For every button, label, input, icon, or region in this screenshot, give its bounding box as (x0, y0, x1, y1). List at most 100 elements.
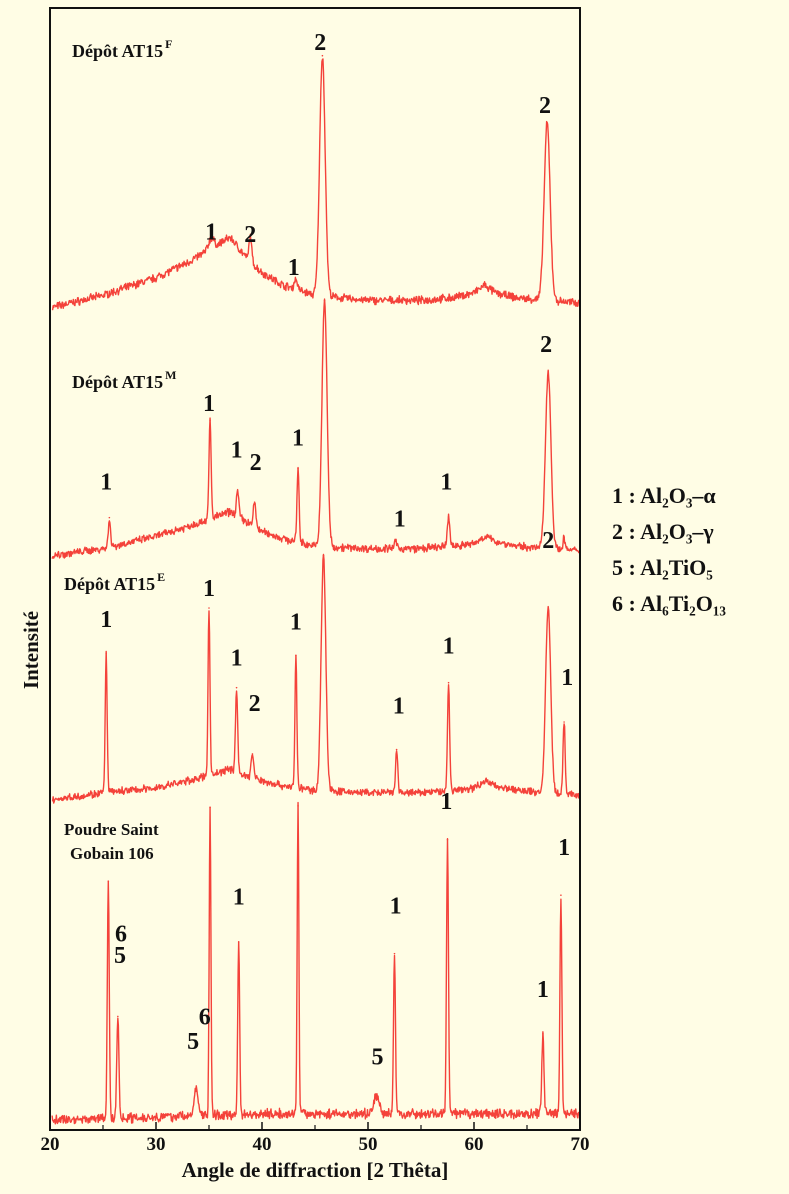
peak-label-s2-8: 2 (540, 332, 552, 358)
peak-label-s4-10: 1 (558, 835, 570, 861)
peak-label-s2-5: 1 (292, 425, 304, 451)
x-tick-label-60: 60 (465, 1134, 484, 1155)
peak-label-s1-5: 2 (539, 93, 551, 119)
series-title-main-3: Dépôt AT15 (64, 574, 155, 594)
peak-point-s4-4 (209, 806, 211, 809)
peak-point-s2-6 (323, 299, 326, 302)
peak-point-s3-2 (208, 607, 210, 609)
x-tick-label-70: 70 (571, 1134, 590, 1155)
peak-label-s4-2: 5 (114, 943, 126, 969)
series-title-1: Dépôt AT15 F (72, 37, 173, 61)
series-trace-2 (51, 298, 580, 559)
peak-point-s2-7 (394, 540, 397, 543)
peak-point-s2-2 (209, 419, 211, 422)
x-tick-label-20: 20 (41, 1134, 60, 1155)
peak-label-s1-4: 2 (314, 30, 326, 56)
peak-point-s3-7 (395, 748, 398, 751)
legend-key: 5 : (612, 555, 640, 580)
peak-point-s4-1 (107, 880, 110, 882)
peak-label-s4-8: 1 (440, 789, 452, 815)
peak-point-s3-5 (295, 654, 297, 657)
series-title-sup-1: F (165, 37, 172, 51)
peak-label-s3-5: 1 (290, 610, 302, 636)
series-title-sup-3: E (157, 570, 165, 584)
x-tick-label-40: 40 (253, 1134, 272, 1155)
series-title-2: Dépôt AT15 M (72, 368, 177, 392)
legend-formula: Al₂O₃–α (640, 483, 716, 508)
peak-point-s1-4 (321, 54, 324, 57)
legend-key: 2 : (612, 519, 640, 544)
trace-group (51, 54, 580, 1125)
peak-label-s2-7: 1 (440, 470, 452, 496)
series-title-3: Dépôt AT15 E (64, 570, 165, 594)
legend-item-3: 5 : Al₂TiO₅ (612, 555, 713, 580)
peak-label-s4-9: 1 (537, 977, 549, 1003)
x-axis: 20 30 40 50 60 70 (41, 1122, 590, 1155)
x-axis-label: Angle de diffraction [2 Thêta] (182, 1158, 449, 1182)
peak-label-s3-4: 2 (249, 691, 261, 717)
peak-point-s2-9 (547, 370, 549, 373)
series-title-main-2: Dépôt AT15 (72, 372, 163, 392)
peak-point-s2-3 (236, 490, 239, 493)
peak-point-s4-7 (375, 1094, 378, 1097)
peak-point-s3-9 (547, 607, 549, 609)
peak-point-s3-10 (563, 721, 565, 723)
peak-label-s3-8: 2 (542, 528, 554, 554)
peak-label-s2-6: 1 (394, 507, 406, 533)
legend-item-1: 1 : Al₂O₃–α (612, 483, 716, 508)
peak-label-s3-9: 1 (561, 665, 573, 691)
legend-item-2: 2 : Al₂O₃–γ (612, 519, 714, 544)
peak-label-s2-2: 1 (203, 391, 215, 417)
peak-point-s4-11 (560, 894, 562, 896)
series-title-sup-2: M (165, 368, 176, 382)
peak-point-s1-2 (249, 235, 252, 237)
peak-point-s4-3 (195, 1087, 198, 1089)
legend-formula: Al₂TiO₅ (640, 555, 713, 580)
series-title-line2-4: Gobain 106 (70, 844, 154, 863)
x-tick-label-30: 30 (147, 1134, 166, 1155)
legend-item-4: 6 : Al₆Ti₂O₁₃ (612, 591, 726, 616)
peak-point-s2-1 (108, 516, 111, 519)
legend-formula: Al₂O₃–γ (640, 519, 714, 544)
peak-point-s1-1 (210, 237, 212, 240)
peak-label-s4-3: 6 (199, 1005, 211, 1031)
peak-label-s3-6: 1 (393, 694, 405, 720)
peak-point-s2-8 (447, 516, 450, 518)
peak-label-s4-1: 6 (115, 921, 127, 947)
peak-label-s1-3: 1 (288, 255, 300, 281)
peak-label-s2-3: 1 (231, 438, 243, 464)
series-trace-1 (51, 58, 580, 311)
peak-point-s4-2 (117, 1015, 119, 1018)
peak-label-s3-2: 1 (203, 576, 215, 602)
legend-key: 6 : (612, 591, 640, 616)
peak-point-s1-3 (295, 278, 297, 280)
peak-point-s4-6 (297, 805, 299, 807)
peak-label-s4-7: 1 (390, 894, 402, 920)
peak-point-s4-9 (446, 838, 449, 841)
peak-label-s4-6: 5 (372, 1045, 384, 1071)
series-title-4: Poudre Saint (64, 820, 159, 839)
peak-point-s1-5 (546, 122, 548, 125)
peak-point-s4-8 (393, 952, 396, 955)
x-tick-label-50: 50 (359, 1134, 378, 1155)
y-axis-label: Intensité (19, 611, 43, 689)
peak-point-s2-5 (297, 467, 299, 470)
plot-frame (49, 7, 581, 1131)
peak-label-s4-4: 5 (187, 1029, 199, 1055)
peak-label-s1-1: 1 (205, 220, 217, 246)
peak-label-s2-1: 1 (100, 470, 112, 496)
peak-label-s1-2: 2 (244, 222, 256, 248)
peak-point-s2-4 (253, 501, 256, 504)
peak-point-s3-3 (235, 686, 238, 689)
peak-label-s3-1: 1 (100, 607, 112, 633)
peak-label-s4-5: 1 (233, 884, 245, 910)
peak-point-s3-8 (447, 681, 450, 684)
series-trace-3 (51, 553, 580, 804)
peak-point-s3-4 (251, 753, 254, 755)
peak-point-s2-10 (563, 536, 565, 539)
peak-label-s2-4: 2 (250, 450, 262, 476)
